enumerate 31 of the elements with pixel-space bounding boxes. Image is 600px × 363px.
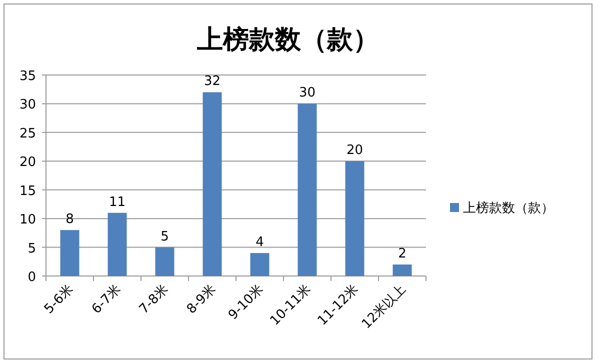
data-label: 11 (108, 194, 126, 210)
bar (392, 264, 412, 276)
bar (108, 212, 127, 276)
y-tick-label: 10 (19, 212, 36, 228)
data-label: 32 (204, 74, 221, 90)
bar (202, 92, 222, 276)
bar (60, 230, 80, 276)
x-tick-label: 6-7米 (89, 282, 124, 318)
data-label: 8 (66, 212, 74, 228)
bar (155, 247, 174, 276)
legend-label: 上榜款数（款） (463, 201, 554, 216)
y-tick-label: 35 (19, 69, 36, 84)
data-label: 4 (256, 235, 264, 250)
x-tick-label: 7-8米 (136, 282, 172, 318)
y-tick-label: 25 (19, 126, 36, 142)
chart-title: 上榜款数（款） (196, 25, 379, 55)
y-tick-label: 20 (19, 155, 36, 170)
x-tick-label: 8-9米 (184, 282, 220, 318)
y-tick-label: 30 (19, 98, 36, 113)
bar (345, 161, 364, 276)
data-label: 5 (160, 229, 169, 244)
x-tick-label: 5-6米 (42, 282, 77, 318)
bar (250, 253, 270, 276)
y-tick-label: 5 (28, 241, 36, 256)
bar (298, 104, 317, 276)
y-tick-label: 15 (19, 184, 36, 199)
data-label: 30 (298, 86, 316, 101)
data-label: 2 (398, 246, 406, 262)
y-tick-label: 0 (28, 270, 36, 285)
x-tick-label: 12米以上 (359, 282, 410, 332)
data-label: 20 (346, 143, 364, 158)
